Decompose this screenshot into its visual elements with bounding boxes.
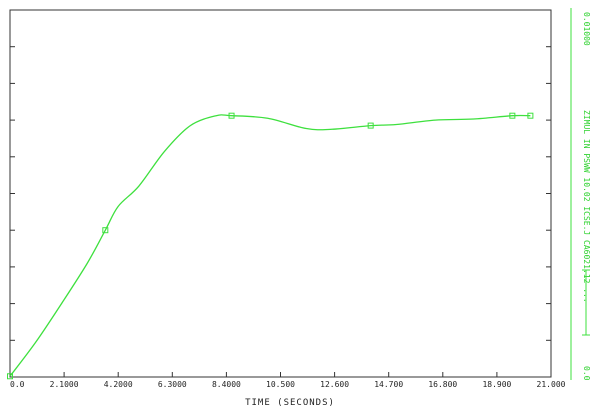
right-axis-title: ZIMUL IN PSWW 10.02 ICSE.J CA6021.12 ... bbox=[582, 110, 591, 303]
x-tick-label: 14.700 bbox=[374, 380, 403, 389]
plot-frame bbox=[9, 9, 552, 378]
x-tick-label: 12.600 bbox=[320, 380, 349, 389]
x-tick-label: 2.1000 bbox=[50, 380, 79, 389]
data-point-marker bbox=[228, 112, 235, 119]
x-ticks: 0.0 2.1000 4.2000 6.3000 8.4000 10.500 12.600 1… bbox=[9, 372, 566, 389]
right-axis-bottom-label: 0.0 bbox=[582, 366, 591, 381]
data-point-marker bbox=[7, 373, 13, 380]
y-ticks bbox=[10, 46, 551, 341]
series-line bbox=[9, 114, 531, 377]
x-tick-label: 18.900 bbox=[482, 380, 511, 389]
x-tick-label: 10.500 bbox=[266, 380, 295, 389]
x-tick-label: 21.000 bbox=[537, 380, 566, 389]
right-axis-top-label: 0.01000 bbox=[582, 12, 591, 46]
data-point-marker bbox=[527, 112, 534, 119]
x-tick-label: 6.3000 bbox=[158, 380, 187, 389]
data-point-marker bbox=[102, 227, 109, 234]
x-axis-label: TIME (SECONDS) bbox=[245, 398, 335, 408]
right-axis-bracket bbox=[582, 269, 590, 336]
data-point-marker bbox=[367, 122, 374, 129]
series-layer bbox=[7, 112, 534, 380]
x-tick-label: 8.4000 bbox=[212, 380, 241, 389]
x-tick-label: 0.0 bbox=[10, 380, 25, 389]
data-point-marker bbox=[509, 112, 516, 119]
x-tick-label: 4.2000 bbox=[104, 380, 133, 389]
x-tick-label: 16.800 bbox=[428, 380, 457, 389]
